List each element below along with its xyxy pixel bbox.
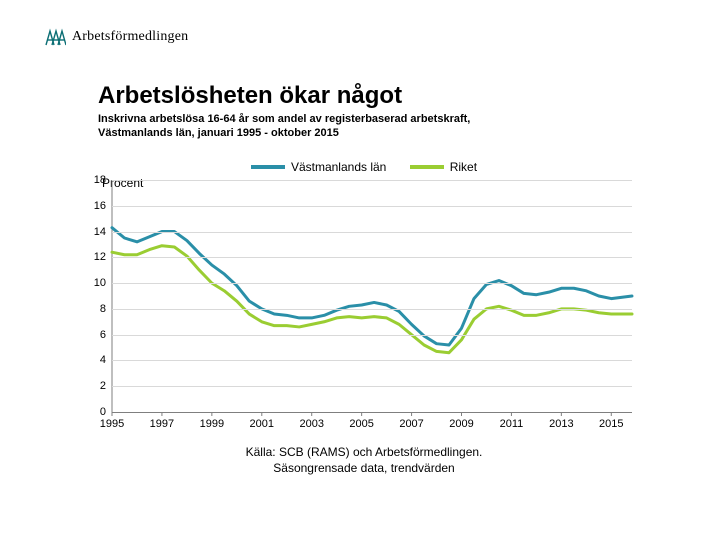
legend-swatch [410, 165, 444, 169]
series-line [112, 246, 632, 353]
logo-icon [44, 28, 66, 46]
plot-area: 0246810121416181995199719992001200320052… [112, 180, 632, 412]
y-tick-label: 16 [82, 200, 112, 212]
y-tick-label: 12 [82, 251, 112, 263]
x-tick-label: 2011 [500, 412, 524, 430]
x-tick-label: 2013 [549, 412, 573, 430]
x-tick-label: 1995 [100, 412, 124, 430]
series-line [112, 228, 632, 345]
source-line-1: Källa: SCB (RAMS) och Arbetsförmedlingen… [246, 445, 483, 459]
gridline [112, 180, 632, 181]
x-tick-label: 2007 [399, 412, 423, 430]
chart-source: Källa: SCB (RAMS) och Arbetsförmedlingen… [84, 444, 644, 476]
gridline [112, 309, 632, 310]
title-block: Arbetslösheten ökar något Inskrivna arbe… [98, 82, 680, 141]
y-tick-label: 6 [82, 329, 112, 341]
y-tick-label: 2 [82, 380, 112, 392]
subtitle: Inskrivna arbetslösa 16-64 år som andel … [98, 112, 680, 141]
brand-logo: Arbetsförmedlingen [44, 28, 188, 46]
y-tick-label: 8 [82, 303, 112, 315]
legend-swatch [251, 165, 285, 169]
logo-text: Arbetsförmedlingen [72, 29, 188, 45]
subtitle-line-1: Inskrivna arbetslösa 16-64 år som andel … [98, 113, 470, 125]
legend-label: Västmanlands län [291, 160, 386, 174]
x-tick-label: 2015 [599, 412, 623, 430]
gridline [112, 386, 632, 387]
y-tick-label: 14 [82, 226, 112, 238]
x-tick-label: 2001 [250, 412, 274, 430]
source-line-2: Säsongrensade data, trendvärden [273, 461, 454, 475]
gridline [112, 232, 632, 233]
y-tick-label: 4 [82, 354, 112, 366]
x-tick-label: 2005 [349, 412, 373, 430]
subtitle-line-2: Västmanlands län, januari 1995 - oktober… [98, 127, 339, 139]
y-tick-label: 18 [82, 174, 112, 186]
x-tick-label: 2003 [299, 412, 323, 430]
gridline [112, 257, 632, 258]
gridline [112, 283, 632, 284]
gridline [112, 360, 632, 361]
x-tick-label: 1999 [200, 412, 224, 430]
y-tick-label: 10 [82, 277, 112, 289]
plot-svg [112, 180, 632, 412]
gridline [112, 335, 632, 336]
page-title: Arbetslösheten ökar något [98, 82, 680, 110]
chart-legend: Västmanlands län Riket [84, 158, 644, 174]
chart: Västmanlands län Riket Procent 024681012… [84, 158, 644, 468]
legend-label: Riket [450, 160, 477, 174]
legend-item-vastmanland: Västmanlands län [251, 160, 386, 174]
gridline [112, 206, 632, 207]
legend-item-riket: Riket [410, 160, 477, 174]
x-tick-label: 2009 [449, 412, 473, 430]
x-tick-label: 1997 [150, 412, 174, 430]
